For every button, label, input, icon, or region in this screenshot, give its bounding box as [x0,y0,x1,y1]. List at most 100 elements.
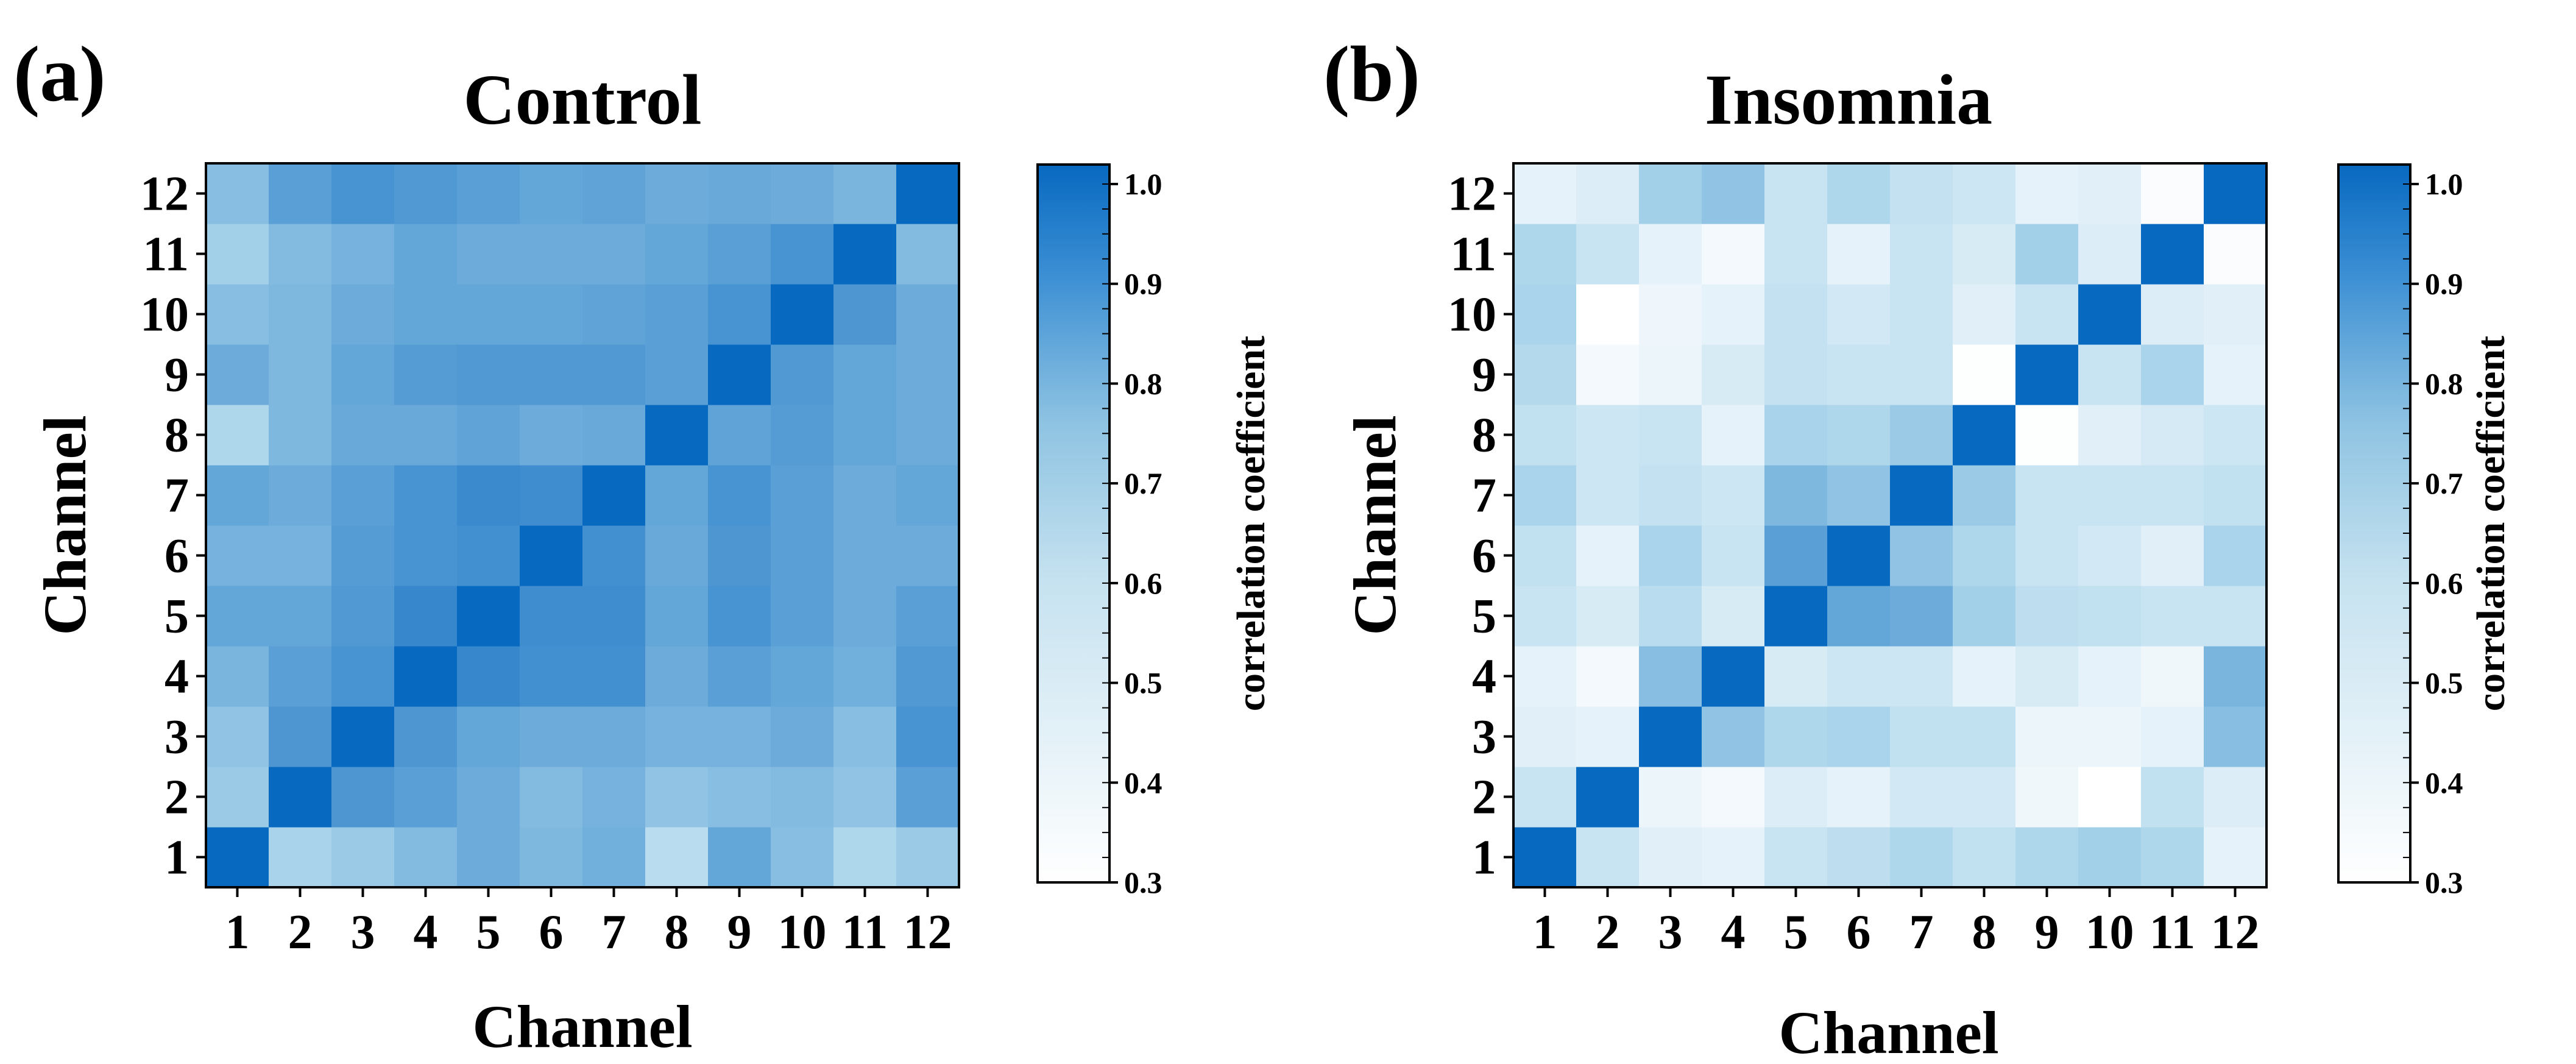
heatmap-cell [896,405,960,466]
colorbar-tick-label: 0.6 [2425,566,2463,600]
heatmap-cell [1513,405,1577,466]
heatmap-cell [1764,827,1828,888]
heatmap-cell [1576,465,1640,526]
heatmap-cell [896,586,960,647]
heatmap-cell [771,224,834,285]
heatmap-cell [1576,224,1640,285]
heatmap-cell [394,827,458,888]
heatmap-cell [1764,284,1828,345]
heatmap-cell [833,646,897,707]
colorbar-tick-label: 0.8 [1124,366,1162,400]
heatmap-cell [520,465,583,526]
heatmap-cell [896,706,960,767]
heatmap-cell [645,827,709,888]
y-tick-label: 6 [165,530,189,583]
heatmap-cell [1513,525,1577,586]
heatmap-cell [645,465,709,526]
heatmap-cell [1827,465,1891,526]
heatmap-cell [1576,827,1640,888]
x-tick-label: 4 [1721,906,1746,959]
heatmap-cell [394,465,458,526]
heatmap-cell [708,163,771,224]
heatmap-cell [2141,465,2204,526]
heatmap-cell [1639,586,1702,647]
colorbar-tick-label: 0.9 [1124,267,1162,301]
colorbar-tick-label: 0.7 [2425,466,2463,500]
y-tick-label: 7 [1472,469,1496,523]
heatmap-cell [896,465,960,526]
heatmap-cell [582,525,646,586]
heatmap-cell [2078,284,2142,345]
heatmap-cell [331,405,395,466]
heatmap-cell [394,224,458,285]
heatmap-cell [2015,405,2079,466]
heatmap-cell [582,224,646,285]
heatmap-cell [2078,163,2142,224]
heatmap-cell [206,465,269,526]
heatmap-cell [457,224,520,285]
heatmap-cell [771,405,834,466]
heatmap-cell [1576,586,1640,647]
heatmap-cell [2204,646,2267,707]
heatmap-cell [582,284,646,345]
colorbar-tick-label: 0.6 [1124,566,1162,600]
heatmap-cell [708,284,771,345]
heatmap-cell [1953,706,2016,767]
y-tick-label: 2 [1472,771,1496,825]
colorbar: 0.3 0.4 0.5 0.6 0.7 0.8 0.9 1.0 correlation coe… [1036,163,1273,899]
heatmap-cell [1953,646,2016,707]
x-tick-label: 9 [2035,906,2059,959]
heatmap-cell [269,827,332,888]
x-tick-label: 6 [1847,906,1871,959]
colorbar-label: correlation coefficient [2469,336,2513,711]
y-tick-label: 12 [140,168,189,221]
heatmap-cell [645,646,709,707]
x-tick-label: 7 [602,906,626,959]
heatmap-cell [771,465,834,526]
colorbar-label: correlation coefficient [1229,336,1273,711]
heatmap-cell [520,224,583,285]
colorbar-gradient [1036,163,1111,884]
heatmap-cell [457,767,520,828]
heatmap-cell [1639,827,1702,888]
heatmap-cell [1827,163,1891,224]
y-tick-label: 6 [1472,530,1496,583]
heatmap-cell [394,525,458,586]
heatmap-cell [1576,163,1640,224]
panel-label-a: (a) [13,30,106,118]
heatmap-cell [2015,344,2079,405]
heatmap-cell [2204,284,2267,345]
y-axis-title: Channel [31,415,99,635]
x-tick-label: 9 [727,906,752,959]
heatmap-cell [645,405,709,466]
heatmap-cell [1827,284,1891,345]
heatmap-cell [1764,163,1828,224]
heatmap-cell [1890,163,1953,224]
heatmap-cell [2141,706,2204,767]
y-tick-label: 5 [165,590,189,644]
heatmap-cell [1827,586,1891,647]
heatmap-cell [771,344,834,405]
heatmap-cell [645,586,709,647]
heatmap-cell [1953,525,2016,586]
heatmap-cell [1639,284,1702,345]
heatmap-cell [1639,646,1702,707]
heatmap-cell [2078,525,2142,586]
heatmap-cell [2015,706,2079,767]
y-tick-label: 9 [165,349,189,402]
heatmap-cell [1702,344,1765,405]
colorbar-tick-label: 0.4 [2425,765,2463,800]
heatmap-cell [457,163,520,224]
y-tick-label: 4 [1472,650,1496,704]
heatmap-cell [394,344,458,405]
heatmap-cell [708,767,771,828]
heatmap-cell [269,224,332,285]
heatmap-cell [2141,767,2204,828]
heatmap-cell [771,706,834,767]
heatmap-cell [2204,224,2267,285]
heatmap-cell [206,827,269,888]
heatmap-cell [520,706,583,767]
